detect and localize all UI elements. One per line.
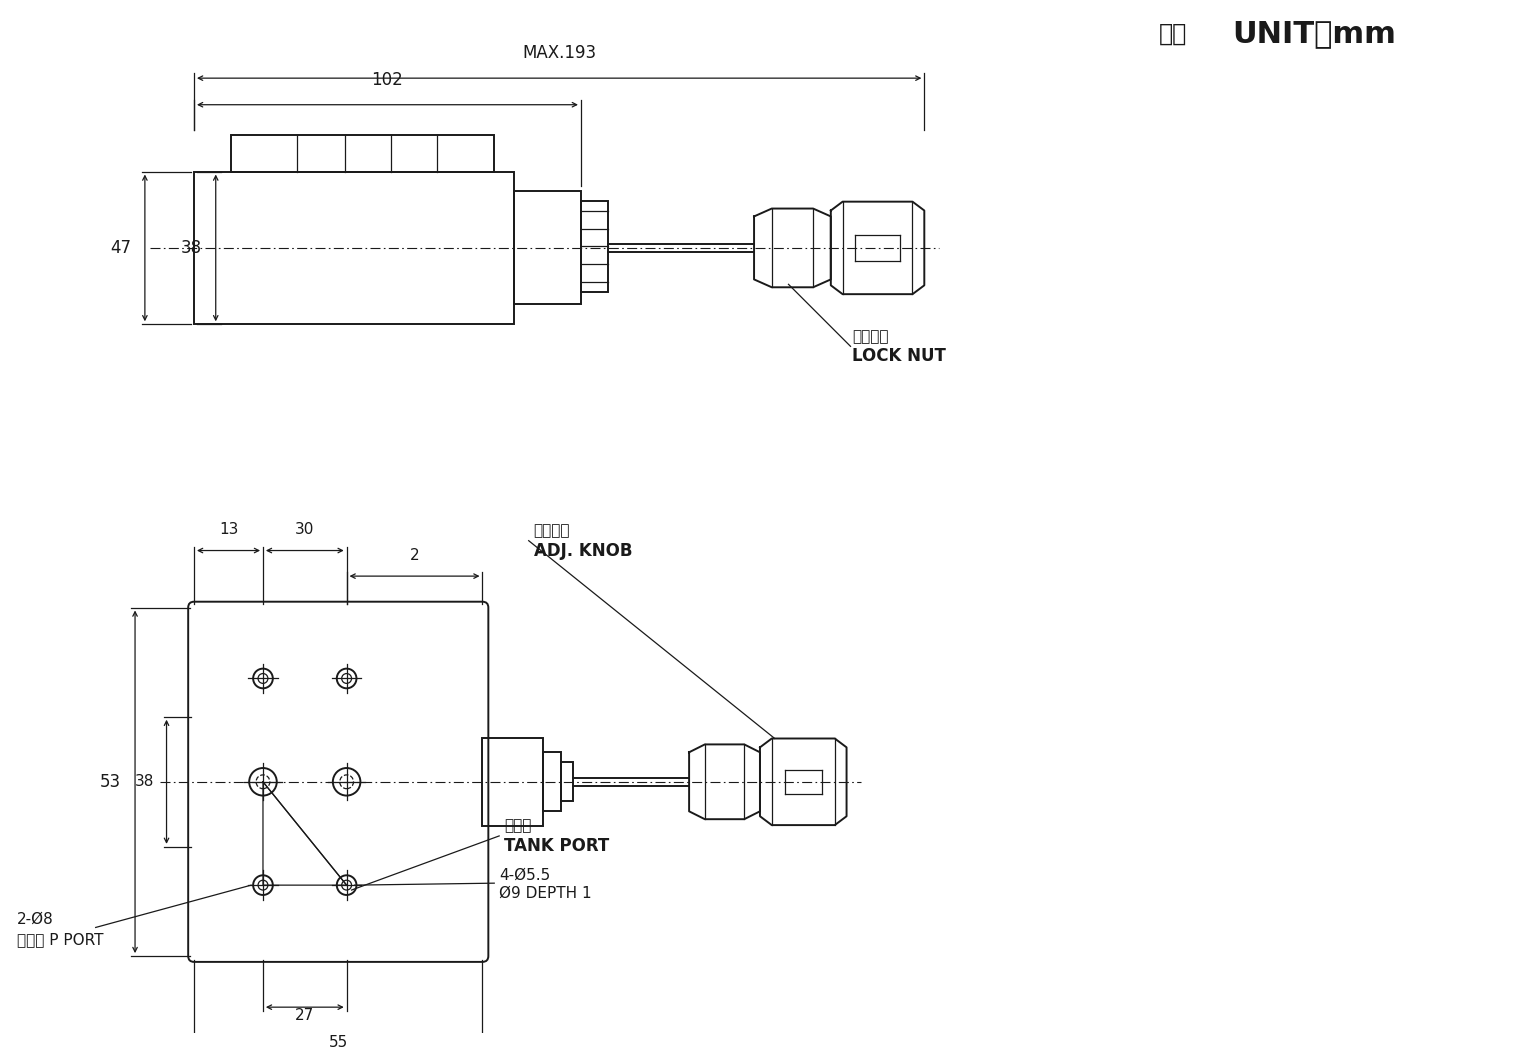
Text: 回油口: 回油口 — [504, 818, 532, 833]
Text: ADJ. KNOB: ADJ. KNOB — [533, 542, 632, 560]
Text: Ø9 DEPTH 1: Ø9 DEPTH 1 — [498, 886, 592, 900]
Text: 53: 53 — [100, 772, 121, 791]
Text: 固定螺帽: 固定螺帽 — [853, 329, 889, 344]
Bar — [561, 762, 573, 802]
Text: 2-Ø8: 2-Ø8 — [17, 912, 53, 927]
Text: 38: 38 — [135, 774, 153, 789]
Text: 13: 13 — [218, 522, 238, 537]
Bar — [482, 738, 544, 826]
Text: 壓力口 P PORT: 壓力口 P PORT — [17, 932, 103, 946]
Text: 47: 47 — [111, 239, 132, 257]
Bar — [194, 172, 514, 324]
Text: 38: 38 — [180, 239, 201, 257]
Bar — [580, 201, 609, 291]
Bar — [230, 135, 494, 172]
Text: 55: 55 — [329, 1035, 348, 1048]
Bar — [544, 752, 561, 811]
Text: LOCK NUT: LOCK NUT — [853, 347, 947, 365]
Bar — [514, 192, 580, 305]
Text: 27: 27 — [295, 1008, 315, 1023]
Text: 2: 2 — [409, 548, 420, 564]
Text: 單位: 單位 — [1159, 22, 1186, 46]
Text: UNIT：mm: UNIT：mm — [1232, 19, 1397, 48]
Text: 4-Ø5.5: 4-Ø5.5 — [498, 868, 550, 882]
Text: 調節旋鈕: 調節旋鈕 — [533, 523, 570, 539]
Text: 102: 102 — [371, 71, 403, 89]
Text: MAX.193: MAX.193 — [523, 44, 597, 63]
Text: 30: 30 — [295, 522, 315, 537]
Text: TANK PORT: TANK PORT — [504, 836, 609, 855]
